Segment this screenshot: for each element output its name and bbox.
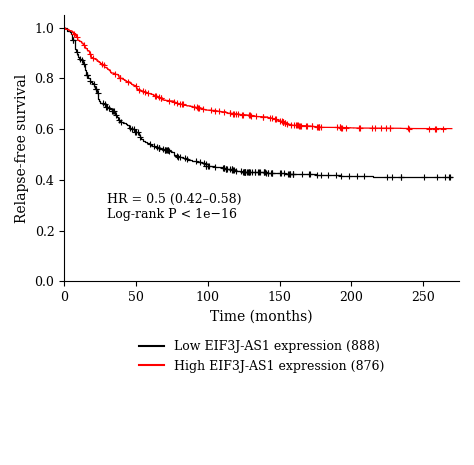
Legend: Low EIF3J-AS1 expression (888), High EIF3J-AS1 expression (876): Low EIF3J-AS1 expression (888), High EIF… (134, 335, 389, 378)
Text: HR = 0.5 (0.42–0.58)
Log-rank P < 1e−16: HR = 0.5 (0.42–0.58) Log-rank P < 1e−16 (107, 193, 242, 220)
Y-axis label: Relapse-free survival: Relapse-free survival (15, 73, 29, 223)
X-axis label: Time (months): Time (months) (210, 310, 313, 324)
